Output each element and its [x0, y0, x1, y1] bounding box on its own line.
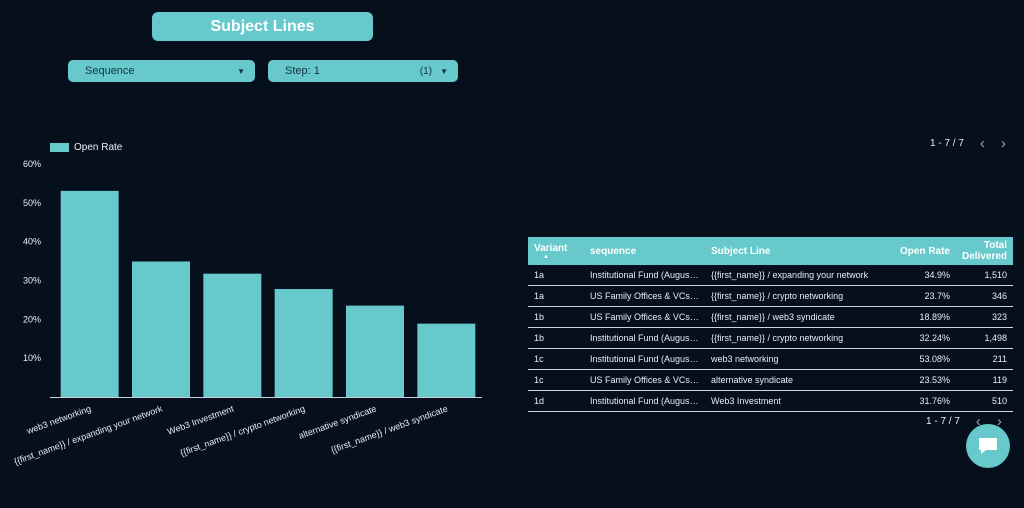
table-pager-bottom: 1 - 7 / 7 ‹ › [926, 414, 1002, 429]
cell-variant: 1c [528, 348, 584, 370]
header-open-rate[interactable]: Open Rate [880, 237, 956, 265]
sequence-dropdown-label: Sequence [85, 65, 135, 77]
cell-total-delivered: 510 [956, 390, 1013, 412]
cell-open-rate: 32.24% [880, 327, 956, 349]
cell-subject-line: web3 networking [705, 348, 880, 370]
legend-label: Open Rate [74, 142, 123, 153]
header-sequence[interactable]: sequence [584, 237, 705, 265]
chat-bubble-icon [979, 438, 997, 454]
caret-down-icon: ▼ [237, 66, 245, 76]
cell-total-delivered: 1,510 [956, 265, 1013, 286]
cell-variant: 1b [528, 327, 584, 349]
bar[interactable] [417, 323, 476, 397]
chevron-left-icon[interactable]: ‹ [979, 135, 985, 152]
step-dropdown-count: (1) [419, 65, 433, 77]
bar[interactable] [203, 273, 262, 397]
table-pager-top: 1 - 7 / 7 ‹ › [930, 136, 1006, 151]
chat-button[interactable] [966, 424, 1010, 468]
sequence-dropdown[interactable]: Sequence ▼ [68, 60, 255, 82]
cell-subject-line: alternative syndicate [705, 369, 880, 391]
cell-sequence: Institutional Fund (August 2024) [584, 348, 705, 370]
cell-variant: 1a [528, 285, 584, 307]
chevron-left-icon[interactable]: ‹ [975, 413, 981, 430]
cell-open-rate: 53.08% [880, 348, 956, 370]
y-tick-label: 10% [23, 353, 41, 363]
x-tick-label: {{first_name}} / web3 syndicate [329, 403, 449, 455]
step-dropdown-label: Step: 1 [285, 65, 320, 77]
y-tick-label: 50% [23, 198, 41, 208]
table-row[interactable]: 1d Institutional Fund (August 2024) Web3 I… [528, 390, 1013, 412]
cell-subject-line: {{first_name}} / crypto networking [705, 327, 880, 349]
cell-sequence: US Family Offices & VCs (August 2024) [584, 369, 705, 391]
cell-variant: 1a [528, 265, 584, 286]
cell-total-delivered: 211 [956, 348, 1013, 370]
step-dropdown[interactable]: Step: 1 (1) ▼ [268, 60, 458, 82]
cell-open-rate: 18.89% [880, 306, 956, 328]
y-tick-label: 20% [23, 314, 41, 324]
x-tick-label: {{first_name}} / crypto networking [179, 403, 307, 458]
cell-open-rate: 34.9% [880, 265, 956, 286]
cell-sequence: US Family Offices & VCs (August 2024) [584, 285, 705, 307]
bar[interactable] [346, 305, 404, 397]
cell-sequence: Institutional Fund (August 2024) [584, 327, 705, 349]
chevron-right-icon[interactable]: › [1000, 135, 1006, 152]
cell-total-delivered: 346 [956, 285, 1013, 307]
open-rate-bar-chart: 10%20%30%40%50%60%web3 networking{{first… [13, 159, 482, 467]
legend-swatch [50, 143, 69, 152]
header-variant[interactable]: Variant ▲ [528, 237, 584, 265]
cell-open-rate: 23.53% [880, 369, 956, 391]
pager-range-text: 1 - 7 / 7 [930, 138, 964, 149]
y-tick-label: 40% [23, 237, 41, 247]
cell-variant: 1c [528, 369, 584, 391]
table-row[interactable]: 1c Institutional Fund (August 2024) web3 n… [528, 348, 1013, 370]
cell-subject-line: {{first_name}} / crypto networking [705, 285, 880, 307]
header-subject-line[interactable]: Subject Line [705, 237, 880, 265]
cell-sequence: US Family Offices & VCs (August 2024) [584, 306, 705, 328]
caret-down-icon: ▼ [440, 66, 448, 76]
pager-range-text: 1 - 7 / 7 [926, 416, 960, 427]
cell-subject-line: {{first_name}} / expanding your network [705, 265, 880, 286]
cell-variant: 1b [528, 306, 584, 328]
cell-open-rate: 23.7% [880, 285, 956, 307]
chevron-right-icon[interactable]: › [996, 413, 1002, 430]
chart-legend: Open Rate [50, 142, 122, 153]
bar[interactable] [274, 289, 333, 397]
y-tick-label: 60% [23, 159, 41, 169]
page-title-button[interactable]: Subject Lines [152, 12, 373, 41]
cell-sequence: Institutional Fund (August 2024) [584, 390, 705, 412]
page-title: Subject Lines [210, 17, 315, 35]
cell-subject-line: {{first_name}} / web3 syndicate [705, 306, 880, 328]
cell-sequence: Institutional Fund (August 2024) [584, 265, 705, 286]
table-row[interactable]: 1b Institutional Fund (August 2024) {{firs… [528, 327, 1013, 349]
cell-open-rate: 31.76% [880, 390, 956, 412]
table-row[interactable]: 1a Institutional Fund (August 2024) {{firs… [528, 265, 1013, 286]
cell-subject-line: Web3 Investment [705, 390, 880, 412]
y-tick-label: 30% [23, 276, 41, 286]
cell-variant: 1d [528, 390, 584, 412]
bar[interactable] [132, 261, 190, 397]
cell-total-delivered: 323 [956, 306, 1013, 328]
sort-ascending-icon: ▲ [543, 253, 549, 260]
subject-lines-table: Variant ▲ sequence Subject Line Open Rat… [528, 237, 1013, 412]
cell-total-delivered: 119 [956, 369, 1013, 391]
cell-total-delivered: 1,498 [956, 327, 1013, 349]
bar[interactable] [60, 190, 119, 397]
header-total-delivered[interactable]: Total Delivered [956, 237, 1013, 265]
